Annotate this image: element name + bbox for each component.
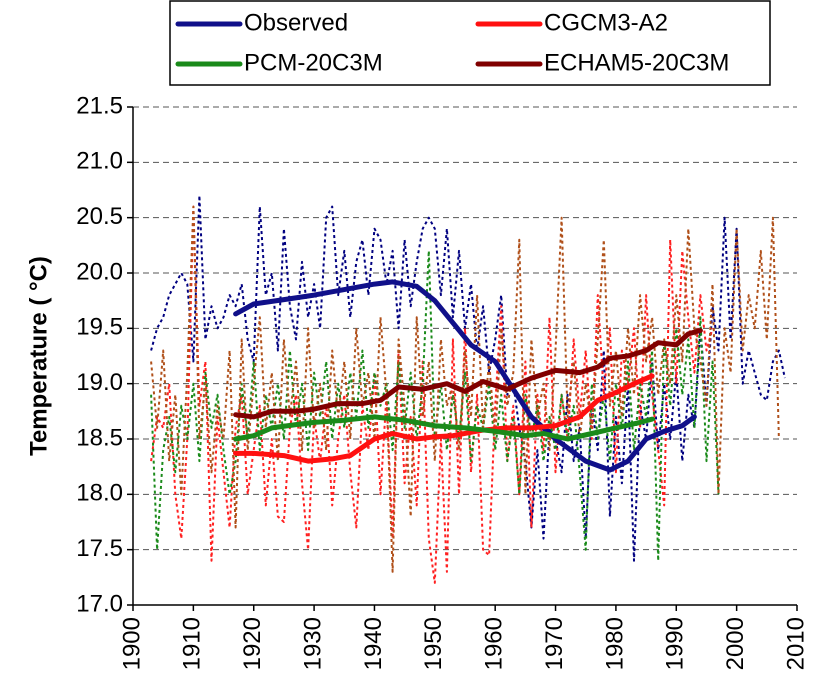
y-tick-label: 18.5	[76, 424, 123, 451]
y-tick-label: 19.5	[76, 314, 123, 341]
y-tick-label: 20.0	[76, 258, 123, 285]
x-tick-label: 1910	[179, 617, 206, 670]
x-tick-label: 2000	[722, 617, 749, 670]
x-tick-label: 1980	[601, 617, 628, 670]
smoothed-line	[233, 328, 703, 420]
y-tick-label: 18.0	[76, 480, 123, 507]
x-tick-label: 1990	[662, 617, 689, 670]
smoothed-line	[233, 373, 655, 464]
x-tick-label: 1950	[420, 617, 447, 670]
y-tick-label: 19.0	[76, 369, 123, 396]
y-tick-label: 17.0	[76, 590, 123, 617]
annual-line	[150, 205, 780, 573]
legend-label: PCM-20C3M	[244, 49, 383, 76]
smoothed-line	[233, 414, 655, 442]
legend-label: Observed	[244, 9, 348, 36]
x-tick-label: 1920	[239, 617, 266, 670]
legend-label: CGCM3-A2	[544, 9, 668, 36]
y-tick-label: 17.5	[76, 535, 123, 562]
legend-label: ECHAM5-20C3M	[544, 49, 729, 76]
y-tick-label: 21.5	[76, 92, 123, 119]
annual-line	[150, 194, 786, 562]
x-tick-label: 1940	[360, 617, 387, 670]
x-tick-label: 1960	[481, 617, 508, 670]
x-tick-label: 1930	[299, 617, 326, 670]
legend-box	[169, 0, 771, 86]
y-tick-label: 20.5	[76, 203, 123, 230]
y-axis-title: Temperature ( °C)	[25, 256, 52, 456]
y-tick-label: 21.0	[76, 148, 123, 175]
x-tick-label: 1900	[118, 617, 145, 670]
x-tick-label: 2010	[782, 617, 809, 670]
x-tick-label: 1970	[541, 617, 568, 670]
smoothed-line	[233, 279, 697, 473]
